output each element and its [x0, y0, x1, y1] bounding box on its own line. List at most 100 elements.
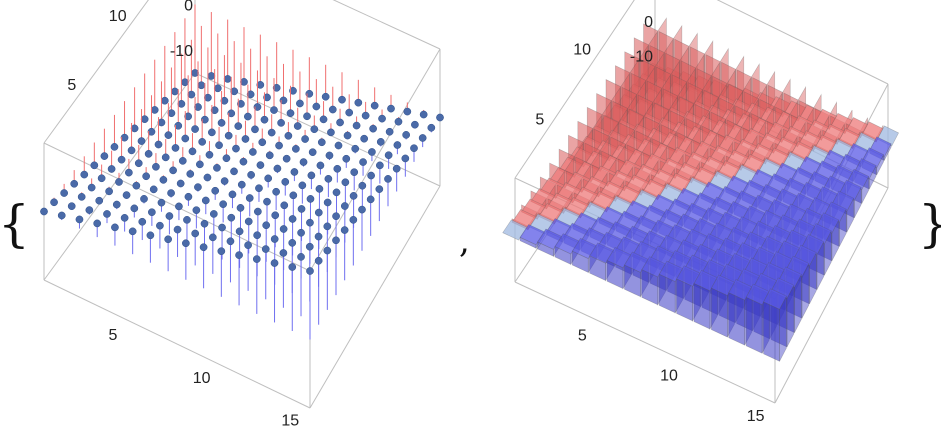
plot1-data-point	[167, 189, 175, 197]
plot1-data-point	[385, 127, 394, 136]
plot1-data-point	[171, 87, 179, 96]
plot1-data-point	[321, 92, 330, 101]
plot1-data-point	[85, 206, 94, 214]
plot1-data-point	[270, 235, 279, 243]
plot1-data-point	[338, 95, 346, 104]
plot1-data-point	[305, 242, 314, 251]
plot1-data-point	[199, 243, 208, 252]
plot1-data-point	[107, 165, 116, 173]
plot1-data-point	[173, 225, 182, 234]
plot1-data-point	[80, 170, 89, 179]
plot1-data-point	[95, 196, 104, 205]
plot1-data-point	[186, 170, 195, 178]
plot1-data-point	[343, 131, 352, 140]
plot1-data-point	[296, 99, 304, 108]
plot1-data-point	[203, 173, 212, 182]
plot1-data-point	[247, 171, 255, 179]
plot1-data-point	[169, 166, 177, 175]
plot1-data-point	[325, 151, 334, 160]
plot1-data-point	[204, 93, 212, 102]
plot1-data-point	[333, 164, 342, 173]
plot1-data-point	[120, 133, 129, 142]
plot1-data-point	[207, 72, 216, 80]
plot1-data-point	[297, 205, 306, 213]
plot1-data-point	[401, 154, 410, 163]
plot1-data-point	[160, 96, 169, 105]
plot2-x-tick-label: 15	[747, 408, 765, 425]
plot2-box-edge	[716, 0, 889, 85]
plot1-data-point	[75, 215, 84, 224]
plot1-box-edge	[309, 185, 441, 409]
plot1-data-point	[217, 119, 226, 127]
plot1-data-point	[150, 106, 159, 114]
plot1-data-point	[128, 227, 137, 236]
bar-plot-3d: 5101551015100-10	[502, 0, 899, 425]
plot1-data-point	[369, 124, 377, 133]
plot1-data-point	[157, 198, 166, 207]
plot1-data-point	[419, 110, 428, 119]
plot1-data-point	[146, 231, 155, 240]
plot1-data-point	[341, 178, 350, 187]
plot1-data-point	[120, 214, 129, 222]
plot1-data-point	[220, 177, 229, 185]
plot1-data-point	[367, 171, 375, 180]
plot1-data-point	[378, 114, 386, 123]
plot1-data-point	[277, 119, 285, 127]
plot1-data-point	[182, 239, 190, 248]
plot2-box-edge	[514, 281, 776, 404]
plot1-box-edge	[309, 48, 441, 272]
plot1-data-point	[232, 144, 240, 153]
plot1-data-point	[288, 215, 297, 223]
plot1-data-point	[360, 134, 369, 143]
plot1-data-point	[127, 146, 136, 155]
plot1-data-point	[246, 90, 255, 99]
plot1-data-point	[175, 202, 183, 211]
plot1-data-point	[394, 117, 403, 126]
plot1-data-point	[263, 93, 271, 102]
plot1-data-point	[230, 87, 239, 96]
plot1-box-edge	[43, 0, 149, 144]
plot2-z-tick-label: -10	[630, 49, 653, 66]
plot1-data-point	[181, 134, 190, 143]
plot1-data-point	[220, 96, 229, 105]
plot1-data-point	[40, 207, 48, 216]
plot1-data-point	[140, 195, 148, 203]
plot1-data-point	[70, 179, 79, 188]
plot1-data-point	[256, 161, 265, 169]
plot1-data-point	[244, 241, 252, 250]
plot1-data-point	[297, 253, 305, 261]
plot1-data-point	[340, 226, 349, 234]
plot1-data-point	[226, 237, 235, 246]
plot1-data-point	[306, 195, 315, 203]
plot1-data-point	[323, 246, 332, 255]
plot2-bar-top	[763, 288, 787, 310]
plot1-data-point	[289, 86, 297, 95]
plot1-data-point	[191, 125, 199, 133]
plot1-data-point	[230, 167, 238, 176]
plot1-x-tick-label: 5	[108, 327, 117, 344]
plot1-data-point	[289, 191, 298, 200]
plot1-data-point	[255, 184, 263, 193]
plot1-data-point	[218, 223, 226, 232]
plot1-data-point	[359, 158, 367, 166]
plot1-data-point	[227, 109, 236, 118]
plot1-data-point	[194, 103, 202, 111]
plot1-data-point	[240, 78, 248, 86]
plot1-data-point	[349, 192, 358, 200]
plot1-data-point	[303, 112, 311, 121]
plot1-data-point	[279, 249, 288, 257]
plot1-data-point	[305, 89, 314, 98]
plot1-data-point	[307, 171, 316, 180]
plot1-data-point	[57, 211, 66, 220]
plot1-data-point	[115, 178, 123, 186]
plot1-data-point	[314, 208, 323, 217]
plot1-data-point	[67, 202, 76, 211]
plot1-data-point	[164, 131, 173, 139]
plot1-data-point	[270, 259, 279, 267]
plot1-data-point	[237, 100, 245, 108]
plot1-data-point	[279, 225, 288, 233]
plot2-box-edge	[514, 0, 635, 179]
plot1-data-point	[178, 157, 187, 165]
plot1-data-point	[312, 102, 321, 111]
plot1-data-point	[279, 96, 288, 105]
